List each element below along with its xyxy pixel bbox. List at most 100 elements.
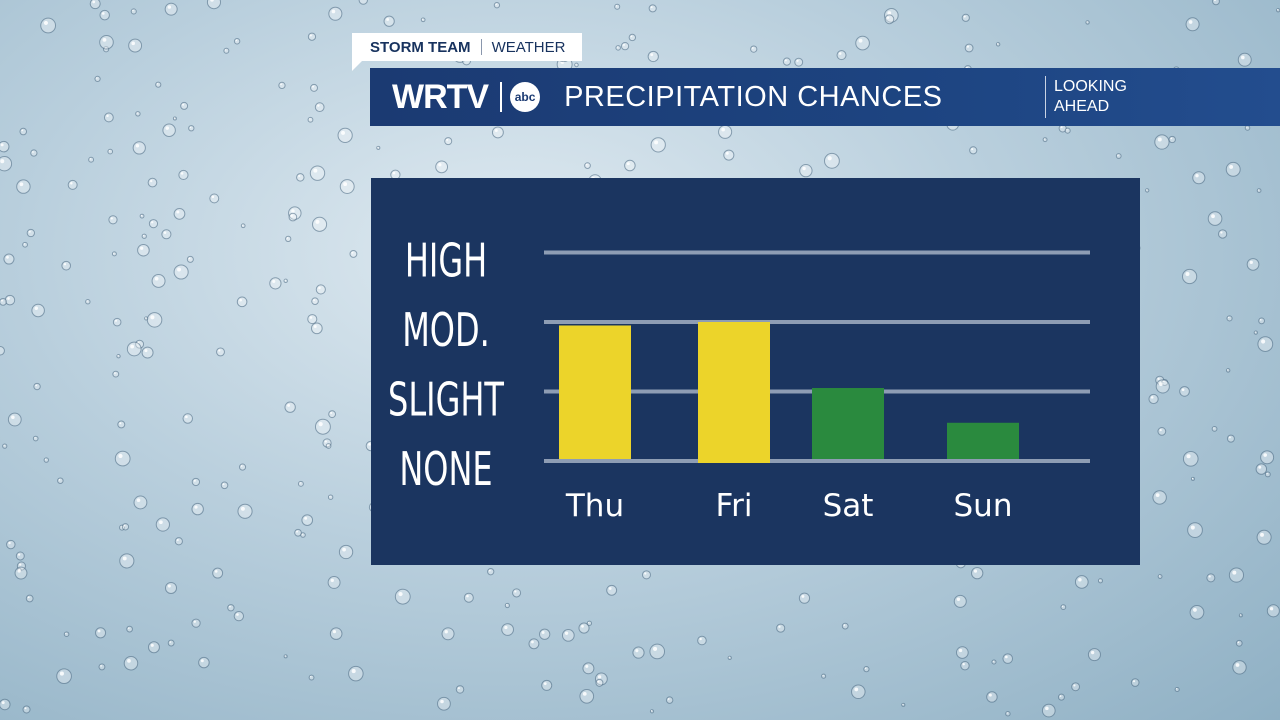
banner-divider: [1045, 76, 1046, 118]
raindrop: [155, 81, 162, 88]
raindrop: [487, 568, 495, 576]
raindrop: [1211, 425, 1218, 432]
raindrop: [750, 45, 758, 53]
raindrop: [15, 551, 25, 561]
raindrop: [632, 646, 645, 659]
abc-logo-icon: abc: [510, 82, 541, 112]
raindrop: [1179, 386, 1190, 397]
raindrop: [437, 696, 451, 711]
raindrop: [278, 81, 286, 90]
raindrop: [578, 622, 590, 634]
raindrop: [43, 457, 49, 463]
raindrop: [649, 709, 655, 714]
raindrop: [606, 584, 618, 596]
raindrop: [112, 370, 120, 378]
raindrop: [147, 177, 158, 188]
raindrop: [182, 413, 193, 424]
raindrop: [269, 277, 282, 290]
raindrop: [1152, 490, 1167, 505]
raindrop: [1042, 137, 1048, 143]
raindrop: [107, 148, 114, 155]
level-label-none: NONE: [399, 443, 492, 496]
raindrop: [285, 235, 292, 243]
raindrop: [240, 223, 246, 229]
raindrop: [95, 627, 107, 639]
raindrop: [1228, 567, 1245, 583]
raindrop: [191, 618, 201, 628]
raindrop: [155, 517, 170, 532]
raindrop: [1115, 153, 1122, 159]
raindrop: [836, 50, 847, 61]
raindrop: [33, 382, 41, 391]
raindrop: [1155, 379, 1170, 394]
level-label-high: HIGH: [405, 235, 487, 288]
raindrop: [614, 3, 621, 10]
raindrop: [455, 685, 465, 694]
raindrop: [349, 249, 358, 258]
raindrop: [338, 544, 354, 560]
raindrop: [648, 4, 657, 13]
raindrop: [1002, 653, 1014, 664]
looking-ahead-line1: LOOKING: [1054, 78, 1127, 95]
raindrop: [308, 674, 315, 681]
raindrop: [209, 193, 220, 204]
raindrop: [108, 215, 118, 225]
raindrop: [206, 0, 222, 10]
storm-team-tag: STORM TEAM WEATHER: [352, 33, 582, 71]
raindrop: [1276, 8, 1280, 13]
day-label-fri: Fri: [716, 488, 753, 524]
raindrop: [1168, 135, 1176, 144]
raindrop: [148, 219, 159, 229]
raindrop: [697, 635, 707, 646]
raindrop: [1185, 17, 1200, 32]
raindrop: [216, 347, 225, 357]
raindrop: [14, 566, 28, 580]
raindrop: [855, 35, 870, 51]
raindrop: [1085, 20, 1090, 25]
raindrop: [111, 251, 117, 257]
raindrop: [162, 123, 176, 137]
raindrop: [1257, 336, 1274, 352]
raindrop: [123, 655, 139, 671]
raindrop: [504, 602, 510, 609]
raindrop: [327, 576, 341, 589]
raindrop: [1232, 660, 1247, 675]
raindrop: [665, 696, 674, 704]
raindrop: [358, 0, 368, 5]
raindrop: [1057, 693, 1065, 701]
day-label-sun: Sun: [954, 488, 1013, 524]
raindrop: [309, 165, 326, 181]
raindrop: [799, 164, 813, 178]
raindrop: [964, 43, 974, 53]
raindrop: [164, 2, 178, 16]
raindrop: [141, 233, 147, 239]
banner-title: PRECIPITATION CHANCES: [564, 80, 943, 113]
raindrop: [4, 294, 16, 306]
raindrop: [57, 477, 64, 484]
raindrop: [579, 688, 595, 704]
raindrop: [821, 673, 827, 679]
raindrop: [1246, 258, 1260, 271]
level-label-slight: SLIGHT: [388, 374, 505, 427]
tag-divider: [480, 39, 482, 55]
raindrop: [1226, 315, 1233, 322]
day-label-thu: Thu: [565, 488, 624, 524]
raindrop: [146, 312, 163, 328]
raindrop: [283, 654, 288, 659]
raindrop: [7, 412, 22, 427]
looking-ahead-label: LOOKING AHEAD: [1054, 77, 1127, 117]
raindrop: [718, 124, 733, 139]
bar-sat: [812, 388, 884, 459]
raindrop: [1182, 450, 1199, 467]
raindrop: [141, 346, 154, 359]
raindrop: [135, 111, 141, 117]
raindrop: [841, 622, 849, 630]
raindrop: [776, 623, 786, 633]
level-label-mod: MOD.: [402, 304, 490, 357]
raindrop: [0, 156, 13, 172]
raindrop: [30, 149, 38, 157]
raindrop: [294, 528, 302, 537]
raindrop: [574, 62, 579, 68]
raindrop: [3, 253, 15, 265]
raindrop: [114, 450, 131, 467]
